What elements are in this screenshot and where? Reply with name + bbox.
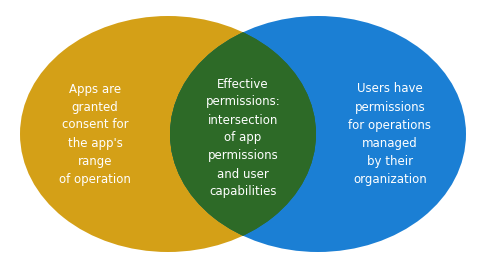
Ellipse shape [170, 16, 466, 252]
Ellipse shape [20, 16, 316, 252]
Text: Apps are
granted
consent for
the app's
range
of operation: Apps are granted consent for the app's r… [59, 83, 131, 185]
Text: Users have
permissions
for operations
managed
by their
organization: Users have permissions for operations ma… [348, 83, 432, 185]
Text: Effective
permissions:
intersection
of app
permissions
and user
capabilities: Effective permissions: intersection of a… [205, 77, 280, 199]
Ellipse shape [20, 16, 316, 252]
Ellipse shape [170, 16, 466, 252]
